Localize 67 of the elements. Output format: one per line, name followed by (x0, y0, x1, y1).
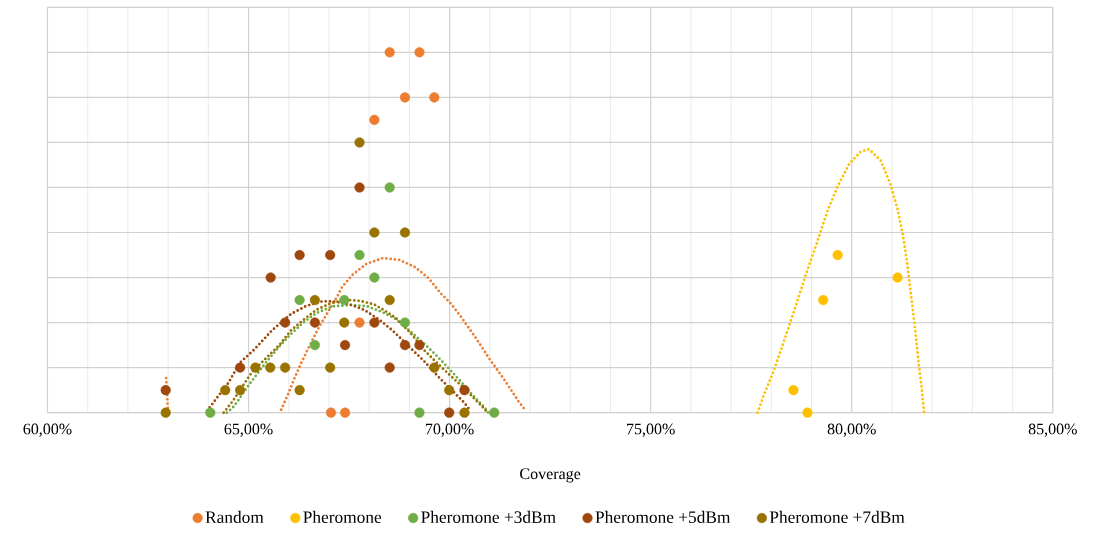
x-tick-label: 60,00% (23, 423, 72, 437)
x-tick-label: 75,00% (627, 423, 675, 437)
x-tick-label: 85,00% (1028, 423, 1077, 437)
legend-label: Pheromone +7dBm (769, 510, 905, 524)
point (235, 362, 246, 373)
point (788, 385, 799, 396)
point (339, 340, 351, 351)
point (309, 317, 320, 328)
point (818, 294, 829, 306)
point (384, 294, 395, 306)
point (309, 340, 320, 351)
legend-label: Random (205, 510, 264, 524)
point (384, 47, 395, 58)
point (235, 385, 246, 396)
x-tick-label: 65,00% (224, 423, 273, 437)
x-tick-label: 80,00% (827, 423, 876, 437)
point (160, 407, 171, 418)
point (384, 182, 395, 193)
point (294, 294, 305, 306)
point (354, 317, 365, 328)
point (429, 92, 440, 103)
x-axis-title: Coverage (520, 468, 581, 483)
point (369, 227, 380, 238)
point (265, 362, 276, 373)
point (369, 317, 380, 328)
point (294, 249, 305, 261)
point (294, 385, 305, 396)
point (444, 407, 455, 418)
legend-label: Pheromone +5dBm (595, 510, 731, 524)
point (354, 182, 365, 193)
point (280, 362, 291, 373)
point (354, 137, 365, 148)
point (354, 249, 365, 261)
point (265, 272, 276, 283)
point (369, 114, 380, 125)
point (429, 362, 440, 373)
legend-label: Pheromone +3dBm (421, 510, 556, 524)
point (444, 385, 455, 396)
point (384, 362, 395, 373)
point (325, 407, 337, 418)
point (414, 47, 425, 58)
point (339, 317, 350, 328)
point (489, 407, 500, 418)
point (459, 407, 470, 418)
point (325, 362, 336, 373)
point (369, 272, 380, 283)
point (399, 227, 411, 238)
point (220, 385, 231, 396)
point (339, 294, 350, 306)
point (280, 317, 291, 328)
point (309, 294, 320, 306)
point (205, 407, 216, 418)
point (832, 249, 843, 261)
point (399, 92, 411, 103)
point (160, 385, 171, 396)
point (892, 272, 903, 283)
point (459, 385, 470, 396)
point (802, 407, 813, 418)
point (325, 249, 336, 261)
point (339, 407, 351, 418)
point (250, 362, 261, 373)
legend-label: Pheromone (303, 510, 382, 524)
point (399, 340, 411, 351)
x-tick-label: 70,00% (425, 423, 474, 437)
point (414, 407, 425, 418)
point (399, 317, 411, 328)
point (414, 340, 425, 351)
